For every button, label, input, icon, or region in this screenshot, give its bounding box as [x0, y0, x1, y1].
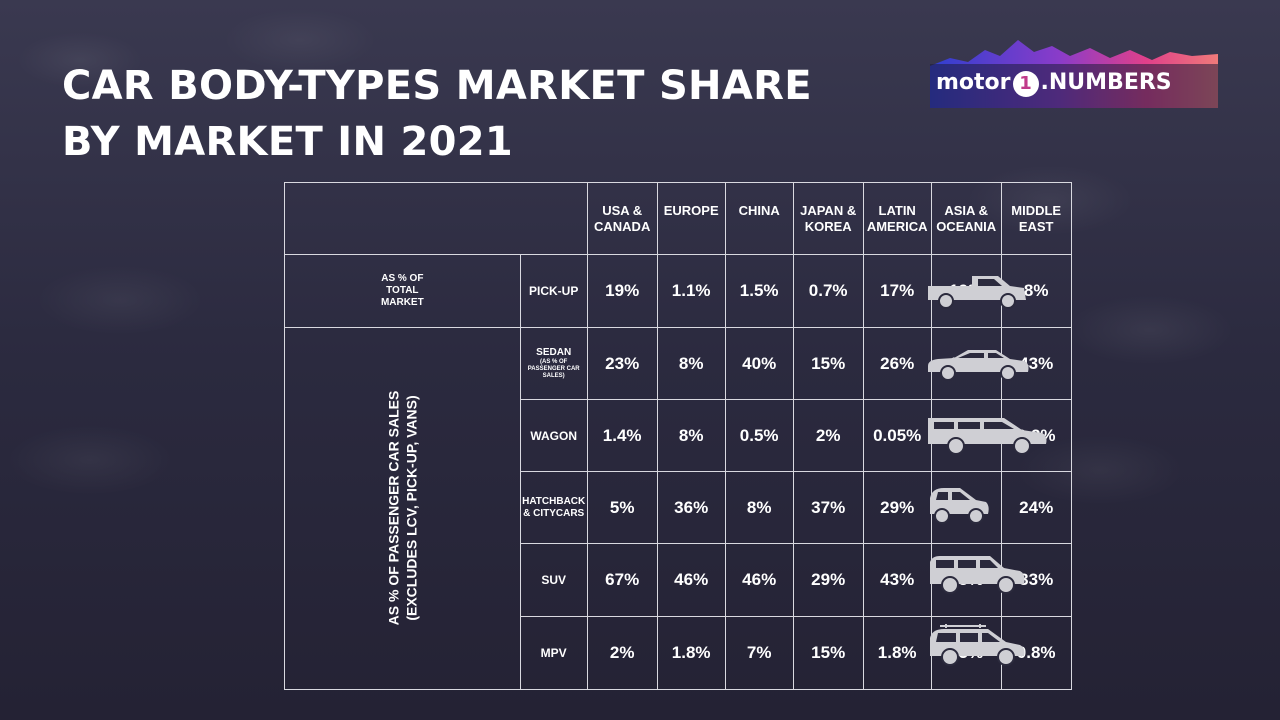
title-line-1: CAR BODY-TYPES MARKET SHARE [62, 63, 812, 109]
col-header-middle-east: MIDDLE EAST [1000, 182, 1072, 255]
page-title: CAR BODY-TYPES MARKET SHARE BY MARKET IN… [62, 58, 812, 170]
header-corner-cell [284, 182, 588, 255]
value-cell: 29% [792, 543, 864, 617]
suv-icon [930, 556, 1025, 594]
table-row-mpv: MPV 2% 1.8% 7% 15% 1.8% 15% 0.8% [285, 616, 1072, 690]
table-row-sedan: AS % OF PASSENGER CAR SALES (EXCLUDES LCV… [284, 327, 1072, 690]
hatchback-icon [930, 488, 989, 524]
row-label-wagon: WAGON [519, 399, 588, 472]
value-cell: 43% [862, 543, 932, 617]
row-label-sedan: SEDAN (AS % OF PASSENGER CAR SALES) [519, 327, 588, 400]
value-cell: 0.5% [724, 399, 794, 472]
col-header-japan-korea: JAPAN & KOREA [792, 182, 864, 255]
value-cell: 7% [724, 616, 794, 690]
wagon-icon [928, 418, 1047, 455]
value-cell: 29% [862, 471, 932, 544]
pickup-icon [928, 276, 1026, 309]
value-cell: 46% [724, 543, 794, 617]
value-cell: 8% [656, 327, 726, 400]
value-cell: 0.7% [792, 254, 864, 328]
row-label-suv: SUV [519, 543, 588, 617]
value-cell: 5% [586, 471, 658, 544]
value-cell: 8% [656, 399, 726, 472]
table-row-wagon: WAGON 1.4% 8% 0.5% 2% 0.05% 0.9% 0.2% [285, 399, 1072, 472]
col-header-china: CHINA [724, 182, 794, 255]
value-cell: 15% [792, 327, 864, 400]
table-row-pickup: AS % OF TOTAL MARKET PICK-UP 19% 1.1% 1.5%… [284, 254, 1072, 328]
value-cell: 1.5% [724, 254, 794, 328]
table-row-suv: SUV 67% 46% 46% 29% 43% 45% 33% [285, 543, 1072, 617]
row-label-pickup: PICK-UP [519, 254, 588, 328]
value-cell: 1.4% [586, 399, 658, 472]
logo-mountain-graphic [930, 40, 1218, 108]
value-cell: 23% [586, 327, 658, 400]
group-label-passenger-car-sales: AS % OF PASSENGER CAR SALES (EXCLUDES LCV… [284, 327, 521, 690]
value-cell: 24% [1000, 471, 1072, 544]
mpv-icon [930, 624, 1025, 666]
value-cell: 2% [586, 616, 658, 690]
col-header-usa-canada: USA & CANADA [586, 182, 658, 255]
header-row: USA & CANADA EUROPE CHINA JAPAN & KOREA LA… [284, 182, 1072, 255]
value-cell: 46% [656, 543, 726, 617]
value-cell: 15% [792, 616, 864, 690]
value-cell: 67% [586, 543, 658, 617]
value-cell: 1.8% [862, 616, 932, 690]
value-cell: 17% [862, 254, 932, 328]
value-cell: 1.8% [656, 616, 726, 690]
row-label-hatchback: HATCHBACK & CITYCARS [519, 471, 588, 544]
value-cell: 2% [792, 399, 864, 472]
logo-text: motor 1 .NUMBERS [936, 70, 1172, 97]
group-label-total-market: AS % OF TOTAL MARKET [284, 254, 521, 328]
col-header-latin-america: LATIN AMERICA [862, 182, 932, 255]
value-cell: 8% [1000, 254, 1072, 328]
row-label-mpv: MPV [519, 616, 588, 690]
title-line-2: BY MARKET IN 2021 [62, 119, 513, 165]
col-header-asia-oceania: ASIA & OCEANIA [930, 182, 1002, 255]
value-cell: 8% [724, 471, 794, 544]
value-cell: 40% [724, 327, 794, 400]
motor1-numbers-logo: motor 1 .NUMBERS [930, 36, 1218, 108]
col-header-europe: EUROPE [656, 182, 726, 255]
value-cell: 36% [656, 471, 726, 544]
value-cell: 1.1% [656, 254, 726, 328]
sedan-icon [928, 350, 1029, 381]
value-cell: 37% [792, 471, 864, 544]
value-cell: 0.05% [862, 399, 932, 472]
value-cell: 26% [862, 327, 932, 400]
value-cell: 19% [586, 254, 658, 328]
